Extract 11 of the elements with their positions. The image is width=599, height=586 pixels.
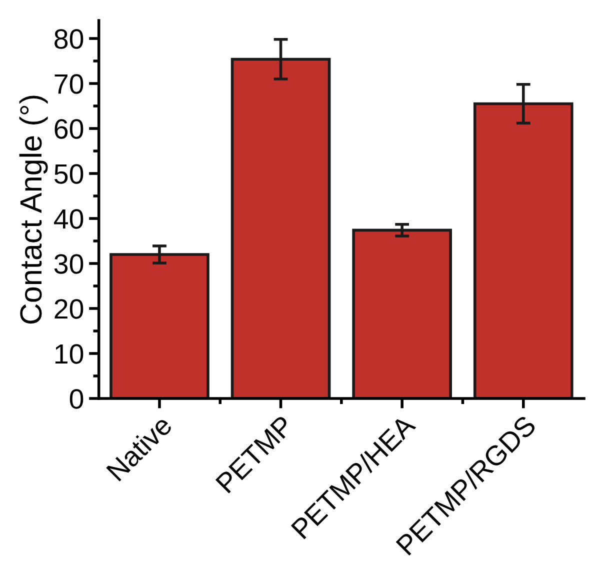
y-tick-label: 40	[54, 209, 84, 229]
y-tick-label: 20	[54, 299, 84, 319]
y-tick-label: 50	[54, 164, 84, 184]
y-tick-label: 80	[54, 29, 84, 49]
y-tick-label: 30	[54, 254, 84, 274]
y-tick-label: 60	[54, 119, 84, 139]
y-axis-title: Contact Angle (°)	[19, 96, 48, 324]
y-tick-label: 70	[54, 74, 84, 94]
y-tick-label: 10	[55, 344, 84, 364]
bar	[352, 228, 452, 398]
y-tick-label: 0	[70, 389, 84, 409]
